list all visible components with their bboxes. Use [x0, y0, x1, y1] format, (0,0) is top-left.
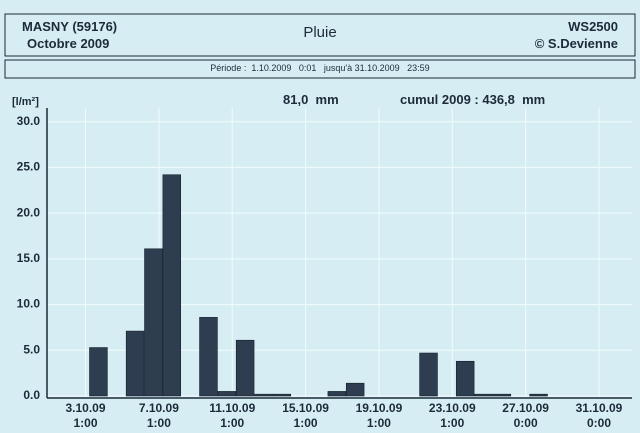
- x-tick-label: 19.10.09 1:00: [355, 401, 403, 430]
- bar: [327, 391, 347, 397]
- period-box: [4, 59, 636, 79]
- bar: [254, 393, 273, 397]
- bar: [162, 174, 182, 397]
- bar: [89, 347, 108, 397]
- x-tick-label: 31.10.09 0:00: [575, 401, 623, 430]
- x-tick-label: 7.10.09 1:00: [138, 401, 179, 430]
- x-tick-label: 11.10.09 1:00: [209, 401, 256, 430]
- period: Période : 1.10.2009 0:01 jusqu'à 31.10.2…: [210, 63, 430, 73]
- y-tick-label: 0.0: [23, 388, 40, 402]
- month: Octobre 2009: [27, 36, 110, 51]
- bar: [199, 317, 218, 397]
- bar: [144, 248, 163, 397]
- y-tick-label: 25.0: [17, 160, 41, 174]
- software: WS2500: [568, 19, 618, 34]
- cumul: cumul 2009 : 436,8 mm: [400, 92, 546, 107]
- station: MASNY (59176): [22, 19, 118, 34]
- bar: [529, 393, 548, 397]
- x-tick-label: 27.10.09 0:00: [502, 401, 549, 430]
- x-tick-label: 3.10.09 1:00: [65, 401, 106, 430]
- bar: [345, 382, 365, 397]
- chart-title: Pluie: [303, 24, 337, 41]
- y-tick-label: 30.0: [17, 114, 41, 128]
- bar: [474, 393, 493, 397]
- y-tick-label: 5.0: [23, 342, 40, 356]
- bar: [272, 393, 292, 397]
- x-tick-label: 15.10.09 1:00: [282, 401, 329, 430]
- bar: [235, 339, 255, 397]
- bar: [419, 352, 438, 397]
- y-tick-label: 20.0: [17, 205, 41, 219]
- bar: [492, 393, 512, 397]
- total: 81,0 mm: [283, 92, 339, 107]
- author: © S.Devienne: [534, 36, 618, 51]
- bar: [125, 330, 145, 397]
- y-tick-label: 15.0: [17, 251, 41, 265]
- header-box: [4, 13, 636, 57]
- x-tick-label: 23.10.09 1:00: [428, 401, 476, 430]
- y-tick-label: 10.0: [17, 297, 41, 311]
- bar: [217, 391, 237, 397]
- y-axis-label: [l/m²]: [12, 96, 39, 108]
- bar: [455, 360, 475, 397]
